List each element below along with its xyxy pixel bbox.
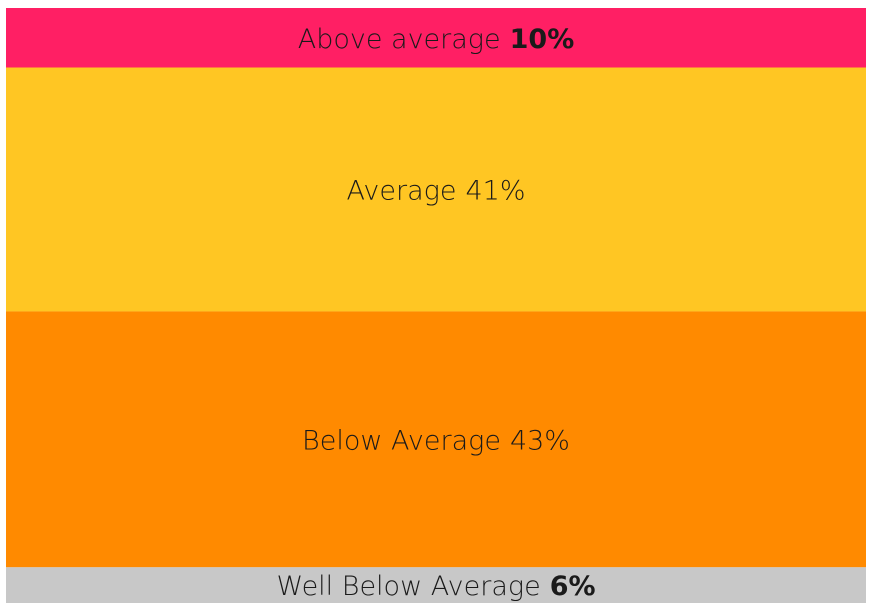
segment-label: Well Below Average 6%	[276, 571, 595, 602]
category-name: Average	[347, 175, 457, 206]
segment-label: Below Average 43%	[302, 425, 570, 456]
segment-label: Above average 10%	[298, 23, 575, 54]
value-label: 6%	[550, 571, 596, 602]
segment-label: Average 41%	[347, 175, 526, 206]
value-label: 41%	[465, 175, 525, 206]
value-label: 10%	[510, 23, 575, 54]
segment	[6, 311, 866, 568]
category-name: Well Below Average	[276, 571, 540, 602]
segment	[6, 8, 866, 68]
value-label: 43%	[510, 425, 570, 456]
segment	[6, 567, 866, 603]
segment	[6, 67, 866, 312]
category-name: Below Average	[302, 425, 501, 456]
category-name: Above average	[298, 23, 501, 54]
